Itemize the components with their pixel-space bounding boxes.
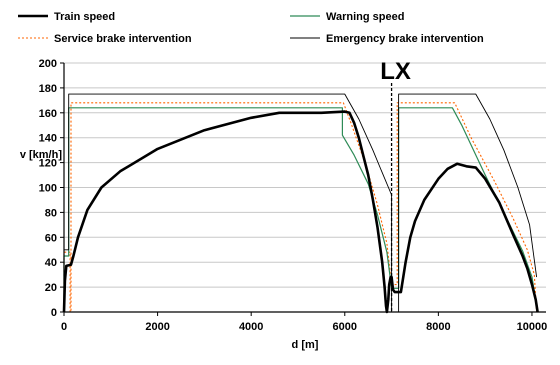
y-tick-label: 0 [51,307,57,319]
y-tick-label: 100 [39,183,57,195]
y-axis-label: v [km/h] [20,149,63,161]
y-tick-label: 140 [39,133,57,145]
plot-area: LX [62,58,546,314]
legend: Train speed Warning speed Service brake in… [18,11,484,45]
x-tick-label: 2000 [145,321,169,333]
y-tick-label: 40 [45,257,57,269]
x-tick-label: 4000 [239,321,263,333]
x-tick-label: 6000 [333,321,357,333]
x-tick-label: 10000 [517,321,548,333]
gridlines [64,62,546,288]
y-tick-label: 160 [39,108,57,120]
x-tick-label: 8000 [426,321,450,333]
y-tick-label: 180 [39,83,57,95]
annotation-layer: LX [380,58,411,312]
y-tick-label: 20 [45,282,57,294]
series-line-train-speed [62,110,539,314]
y-tick-label: 60 [45,232,57,244]
annotation-label: LX [380,58,411,85]
legend-label: Warning speed [326,11,404,23]
x-axis-label: d [m] [292,339,319,351]
y-tick-label: 200 [39,58,57,70]
y-tick-label: 120 [39,158,57,170]
legend-label: Emergency brake intervention [326,33,484,45]
legend-label: Train speed [54,11,115,23]
y-tick-label: 80 [45,207,57,219]
legend-label: Service brake intervention [54,33,192,45]
x-tick-label: 0 [61,321,67,333]
